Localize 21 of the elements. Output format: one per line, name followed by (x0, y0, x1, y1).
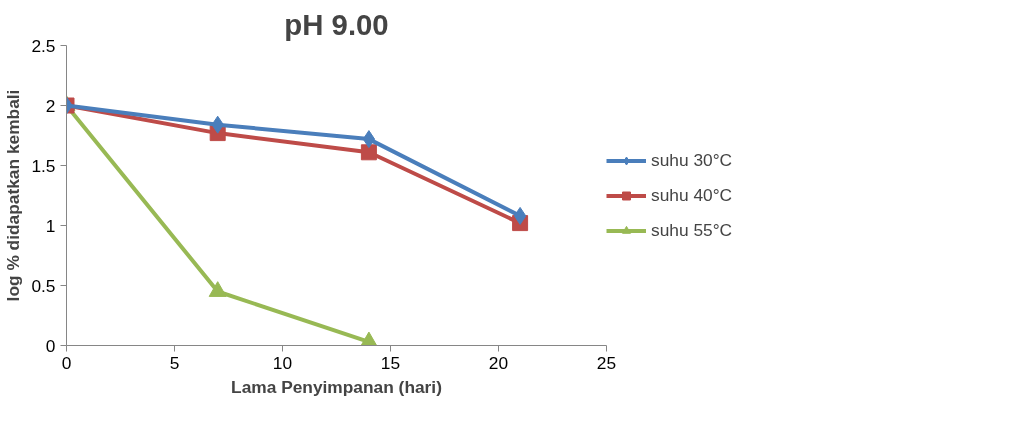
x-tick-label: 25 (596, 352, 617, 373)
x-tick-label: 10 (272, 352, 293, 373)
chart-title: pH 9.00 (284, 7, 389, 41)
x-tick-label: 0 (61, 352, 72, 373)
y-tick-label: 2 (45, 95, 56, 116)
y-tick-label: 2.5 (31, 35, 56, 56)
y-tick-label: 1.5 (31, 155, 56, 176)
y-tick-label: 1 (45, 215, 56, 236)
point (360, 144, 377, 161)
x-tick-label: 15 (380, 352, 401, 373)
y-axis-title: log % didapatkan kembali (3, 89, 24, 302)
y-tick-label: 0 (45, 335, 56, 356)
point (362, 130, 376, 149)
y-tick-label: 0.5 (31, 275, 56, 296)
x-tick-label: 20 (488, 352, 509, 373)
point (513, 206, 527, 225)
legend-label: suhu 55°C (651, 219, 733, 241)
legend-label: suhu 40°C (651, 184, 733, 206)
legend-label: suhu 30°C (651, 149, 733, 171)
x-tick-label: 5 (169, 352, 180, 373)
x-axis-title: Lama Penyimpanan (hari) (231, 376, 442, 397)
